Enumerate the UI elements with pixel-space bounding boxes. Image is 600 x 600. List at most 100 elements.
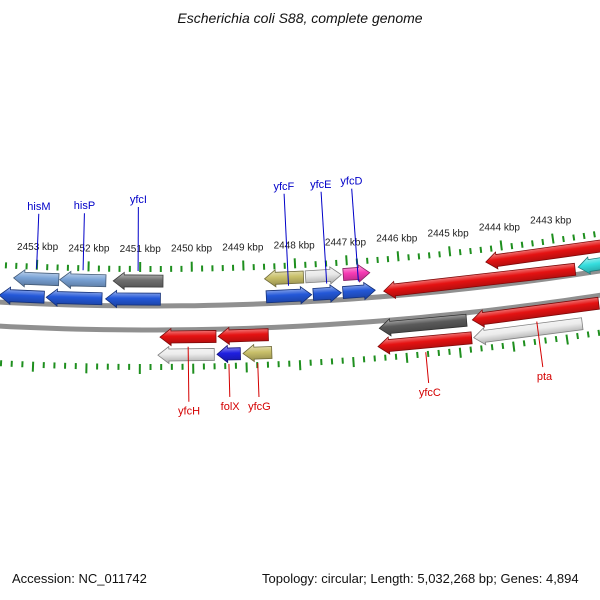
gene-arrow[interactable] — [263, 268, 305, 288]
ruler-label: 2448 kbp — [274, 240, 316, 251]
gene-label-yfcF: yfcF — [274, 181, 295, 193]
ruler-tick — [458, 249, 462, 256]
ruler-label: 2449 kbp — [222, 242, 264, 253]
ruler-tick — [510, 242, 514, 250]
gene-arrow[interactable] — [104, 289, 161, 309]
ruler-tick — [522, 340, 526, 347]
ruler-tick — [533, 338, 537, 346]
gene-label-yfcE: yfcE — [310, 179, 331, 191]
accession-text: Accession: NC_011742 — [12, 571, 147, 586]
ruler-tick — [293, 258, 297, 269]
ruler-tick — [544, 337, 547, 344]
gene-arrow-yfcG[interactable] — [242, 343, 273, 363]
gene-label-leader — [425, 352, 430, 384]
gene-arrow-pta[interactable] — [471, 295, 600, 329]
ruler-tick — [298, 360, 302, 371]
backbone-upper-arc — [0, 268, 600, 309]
ruler-tick — [407, 254, 410, 261]
ruler-label: 2452 kbp — [68, 243, 110, 254]
gene-arrow[interactable] — [0, 286, 45, 306]
ruler-tick — [417, 253, 421, 260]
ruler-tick — [426, 350, 430, 358]
gene-label-hisP: hisP — [74, 200, 95, 212]
ruler-tick — [551, 233, 555, 244]
genome-summary-text: Topology: circular; Length: 5,032,268 bp… — [262, 571, 579, 586]
ruler-tick — [565, 334, 569, 345]
ruler-tick — [448, 348, 451, 355]
ruler-tick — [597, 329, 600, 336]
ruler-tick — [352, 356, 355, 368]
ruler-tick — [520, 241, 524, 248]
ruler-tick — [416, 351, 419, 359]
gene-label-pta: pta — [537, 371, 553, 383]
gene-arrow[interactable] — [304, 266, 342, 285]
ruler-tick — [469, 247, 472, 255]
ruler-tick — [480, 345, 483, 352]
gene-label-leader — [187, 346, 190, 402]
gene-arrow[interactable] — [217, 326, 269, 346]
gene-label-leader — [82, 213, 85, 271]
ruler-tick — [345, 255, 348, 266]
gene-arrow[interactable] — [383, 261, 577, 300]
gene-arrow-hisM[interactable] — [12, 269, 60, 288]
ruler-tick — [437, 349, 441, 356]
page-title: Escherichia coli S88, complete genome — [177, 10, 423, 26]
gene-arrow-hisP[interactable] — [59, 270, 107, 290]
ruler-label: 2450 kbp — [171, 244, 213, 255]
ruler-tick — [489, 245, 493, 252]
gene-label-leader — [36, 213, 40, 269]
gene-label-yfcG: yfcG — [248, 401, 271, 413]
ruler-tick — [582, 232, 586, 240]
gene-arrow[interactable] — [473, 315, 584, 346]
gene-label-leader — [536, 321, 544, 368]
gene-arrow-yfcD[interactable] — [342, 281, 376, 301]
gene-label-folX: folX — [221, 401, 241, 413]
gene-arrow-yfcE[interactable] — [312, 284, 343, 303]
gene-arrow-yfcI[interactable] — [112, 271, 164, 291]
backbone-lower-arc — [0, 292, 600, 333]
ruler-tick — [562, 235, 565, 243]
ruler-tick — [405, 352, 409, 363]
ruler-label: 2445 kbp — [428, 228, 470, 239]
ruler-label: 2447 kbp — [325, 237, 367, 248]
ruler-tick — [469, 346, 473, 353]
gene-label-yfcD: yfcD — [340, 176, 362, 188]
gene-label-leader — [320, 191, 328, 284]
gene-label-leader — [228, 363, 231, 397]
gene-arrow[interactable] — [485, 236, 600, 270]
ruler-tick — [479, 246, 483, 253]
ruler-tick — [541, 238, 545, 246]
ruler-label: 2446 kbp — [376, 233, 418, 244]
ruler-tick — [512, 341, 516, 352]
gene-arrow-folX[interactable] — [216, 344, 241, 364]
gene-label-yfcI: yfcI — [130, 194, 147, 206]
gene-label-hisM: hisM — [27, 201, 50, 213]
ruler-label: 2451 kbp — [120, 244, 162, 255]
ruler-tick — [576, 332, 579, 340]
ruler-tick — [501, 342, 505, 350]
ruler-tick — [592, 231, 596, 238]
gene-arrow[interactable] — [342, 264, 371, 283]
ruler-tick — [427, 252, 431, 259]
gene-label-leader — [283, 193, 289, 286]
ruler-label: 2444 kbp — [479, 223, 521, 234]
ruler-tick — [572, 234, 576, 241]
gene-arrow-yfcC[interactable] — [377, 329, 473, 355]
ruler-tick — [490, 344, 494, 351]
ruler-label: 2443 kbp — [530, 216, 572, 227]
ruler-tick — [458, 347, 462, 358]
ruler-tick — [531, 240, 534, 247]
ruler-tick — [499, 240, 503, 251]
gene-arrow[interactable] — [577, 255, 600, 276]
gene-arrow[interactable] — [157, 345, 215, 365]
gene-arrow[interactable] — [45, 288, 103, 307]
gene-arrow[interactable] — [378, 312, 468, 337]
ruler-tick — [448, 246, 452, 257]
gene-arrow-yfcF[interactable] — [265, 285, 313, 305]
gene-arrow-yfcH[interactable] — [159, 327, 217, 347]
ruler-tick — [554, 335, 558, 343]
gene-label-leader — [351, 188, 359, 282]
ruler-tick — [586, 331, 590, 338]
